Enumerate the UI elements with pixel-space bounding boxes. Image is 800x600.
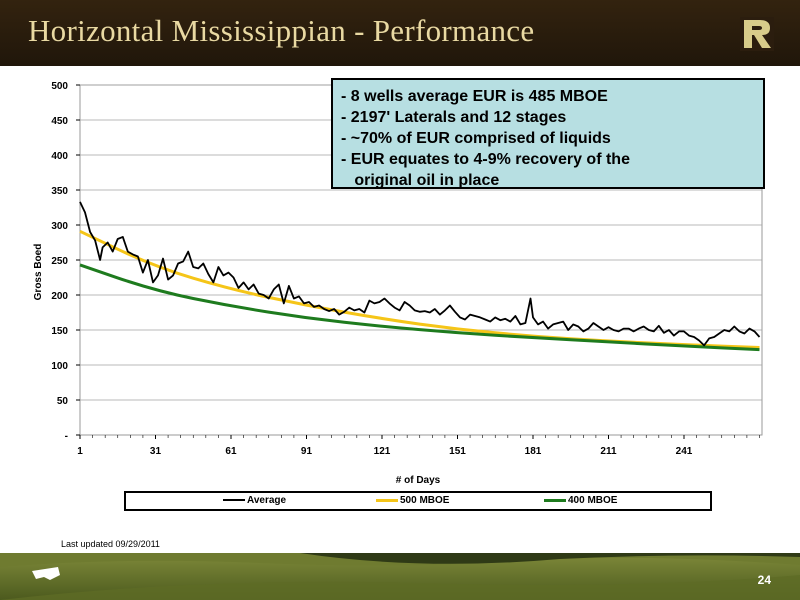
legend-swatch bbox=[544, 498, 566, 502]
x-tick-label: 121 bbox=[374, 446, 391, 457]
legend-label: 500 MBOE bbox=[400, 495, 450, 506]
y-tick-label: 150 bbox=[51, 326, 68, 337]
y-tick-label: 50 bbox=[57, 396, 69, 407]
slide-title: Horizontal Mississippian - Performance bbox=[28, 13, 535, 48]
footer-landscape-image bbox=[0, 553, 800, 600]
page-number: 24 bbox=[757, 573, 771, 587]
y-tick-label: 450 bbox=[51, 116, 68, 127]
company-logo-icon bbox=[740, 17, 774, 51]
legend-item-400-mboe: 400 MBOE bbox=[544, 495, 617, 506]
legend-swatch bbox=[376, 498, 398, 502]
x-tick-label: 91 bbox=[301, 446, 313, 457]
x-tick-label: 151 bbox=[449, 446, 466, 457]
y-tick-label: - bbox=[65, 431, 68, 442]
x-tick-label: 31 bbox=[150, 446, 162, 457]
chart-legend: Average 500 MBOE 400 MBOE bbox=[124, 491, 712, 511]
y-tick-label: 400 bbox=[51, 151, 68, 162]
callout-line: - 2197' Laterals and 12 stages bbox=[341, 109, 567, 126]
us-map-icon bbox=[32, 567, 60, 580]
callout-line: - ~70% of EUR comprised of liquids bbox=[341, 130, 611, 147]
legend-label: Average bbox=[247, 495, 287, 506]
legend-swatch bbox=[223, 499, 245, 502]
series-line-400-mboe bbox=[79, 263, 760, 352]
title-bar bbox=[0, 0, 800, 66]
series-line-average bbox=[79, 201, 761, 347]
y-tick-label: 500 bbox=[51, 81, 68, 92]
legend-item-average: Average bbox=[223, 495, 286, 506]
chart-series bbox=[79, 201, 761, 352]
chart-axes: - 50 100 150 200 250 300 350 400 450 500 1 31 61 91 121… bbox=[51, 81, 760, 457]
x-tick-label: 181 bbox=[525, 446, 542, 457]
y-axis-label: Gross Boed bbox=[33, 244, 44, 301]
callout-line: - EUR equates to 4-9% recovery of the bbox=[341, 151, 630, 168]
x-tick-label: 1 bbox=[77, 446, 83, 457]
x-tick-label: 211 bbox=[600, 446, 617, 457]
x-tick-label: 241 bbox=[676, 446, 693, 457]
x-axis-label: # of Days bbox=[396, 475, 441, 486]
y-tick-label: 250 bbox=[51, 256, 68, 267]
y-tick-label: 100 bbox=[51, 361, 68, 372]
y-tick-label: 350 bbox=[51, 186, 68, 197]
callout-line: original oil in place bbox=[341, 172, 500, 189]
legend-item-500-mboe: 500 MBOE bbox=[376, 495, 449, 506]
callout-line: - 8 wells average EUR is 485 MBOE bbox=[341, 88, 608, 105]
y-tick-label: 200 bbox=[51, 291, 68, 302]
x-tick-label: 61 bbox=[225, 446, 237, 457]
callout-box: - 8 wells average EUR is 485 MBOE - 2197… bbox=[331, 78, 765, 189]
last-updated-note: Last updated 09/29/2011 bbox=[61, 539, 160, 549]
legend-label: 400 MBOE bbox=[568, 495, 618, 506]
y-tick-label: 300 bbox=[51, 221, 68, 232]
